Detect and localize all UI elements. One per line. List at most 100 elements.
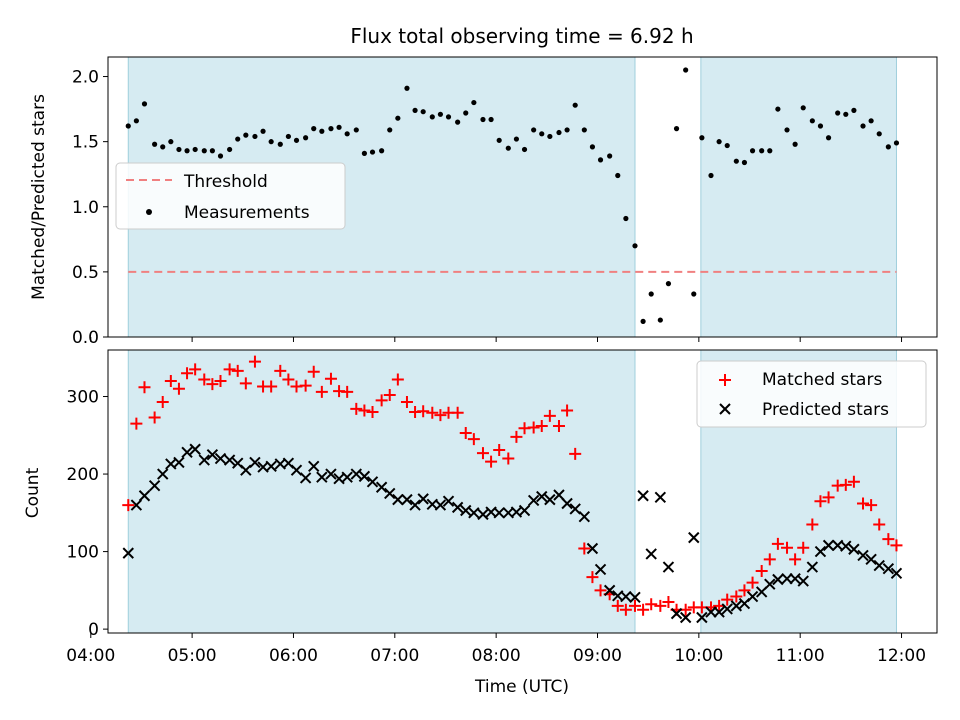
predicted-star-point [468,507,480,519]
predicted-star-point [189,443,201,455]
measurement-point [209,148,215,154]
matched-star-point [206,378,219,391]
ratio-y-tick-label: 0.0 [72,328,99,348]
measurement-point [480,116,486,123]
matched-star-point [459,426,472,439]
predicted-legend-label: Predicted stars [762,400,889,420]
predicted-star-point [392,493,404,506]
predicted-star-point [772,573,784,586]
predicted-star-point [789,573,801,585]
measurements-legend-swatch [146,209,152,215]
predicted-star-point [586,542,599,555]
measurement-point [496,137,502,143]
predicted-star-point [620,590,632,603]
shaded-interval-1 [127,349,636,634]
measurement-point [708,172,714,179]
ratio-legend: Threshold Measurements [115,162,346,230]
measurement-point [749,148,756,154]
matched-star-point [797,541,810,554]
matched-star-point [231,364,244,377]
measurement-point [733,158,739,164]
predicted-star-point [384,487,396,500]
measurement-point [673,126,680,132]
predicted-star-point [840,540,852,552]
predicted-star-point [477,508,489,521]
measurement-point [648,291,654,297]
measurement-point [260,128,266,134]
predicted-star-point [890,567,903,580]
predicted-star-point [181,446,193,459]
ratio-y-tick-label: 1.5 [72,133,99,153]
measurements-legend-label: Measurements [184,203,310,223]
measurement-point [192,146,198,153]
matched-star-point [223,363,236,376]
measurement-point [615,172,621,179]
observing-window-shading [127,56,897,338]
matched-star-point [771,537,784,550]
matched-star-point [476,447,489,460]
predicted-star-point [223,454,236,466]
predicted-star-point [366,476,379,488]
matched-star-point [417,405,430,418]
predicted-star-point [705,606,717,618]
predicted-star-point [654,491,667,504]
matched-star-point [789,553,802,566]
measurement-point [825,135,832,141]
measurement-point [623,215,629,222]
measurement-point [716,139,722,145]
counts-axis-ticks: 0 100 200 300 04:00 05:00 06:00 07:00 08:00 09:00… [66,388,926,666]
matched-star-point [426,406,439,419]
measurement-point [851,107,857,113]
measurement-point [581,127,587,133]
counts-y-axis-label: Count [23,467,43,518]
predicted-star-point [316,471,328,483]
matched-star-point [738,584,751,597]
matched-star-point [315,385,328,398]
matched-star-point [239,377,252,390]
measurement-point [268,139,274,145]
predicted-star-point [527,494,540,507]
counts-y-tick-label: 100 [67,543,99,563]
measurement-point [817,123,824,129]
measurement-point [885,144,891,150]
measurement-point [160,144,166,150]
measurement-point [319,128,325,134]
matched-star-point [198,373,211,386]
measurement-point [775,106,781,112]
matched-star-point [611,599,624,612]
matched-star-point [164,375,177,388]
matched-star-point [502,452,515,465]
measurement-point [488,116,494,123]
measurement-point [657,317,663,323]
measurement-point [369,149,376,155]
measurement-point [843,111,849,117]
matched-star-point [730,590,743,603]
measurement-point [353,127,359,133]
measurement-point [277,141,283,147]
predicted-star-point [822,539,835,552]
predicted-star-point [857,549,869,562]
measurement-point [800,105,806,111]
measurement-point [387,127,393,133]
matched-star-point [265,380,278,393]
matched-star-point [485,455,498,468]
matched-star-point [535,419,548,432]
predicted-star-point [518,504,531,517]
measurement-point [412,107,418,113]
predicted-star-point [122,547,134,559]
matched-star-point [763,553,776,566]
predicted-star-point [561,497,573,510]
measurement-point [184,148,190,154]
matched-star-point [857,497,870,510]
predicted-star-point [240,464,252,476]
measurement-point [344,131,350,137]
measurement-point [860,123,866,129]
measurement-point [176,146,182,153]
measurement-point [691,291,697,297]
matched-star-point [148,411,161,424]
counts-y-tick-label: 200 [67,465,99,485]
matched-star-point [569,447,582,460]
matched-star-point [645,598,658,611]
matched-star-point [122,499,135,512]
matched-star-point [882,533,895,546]
